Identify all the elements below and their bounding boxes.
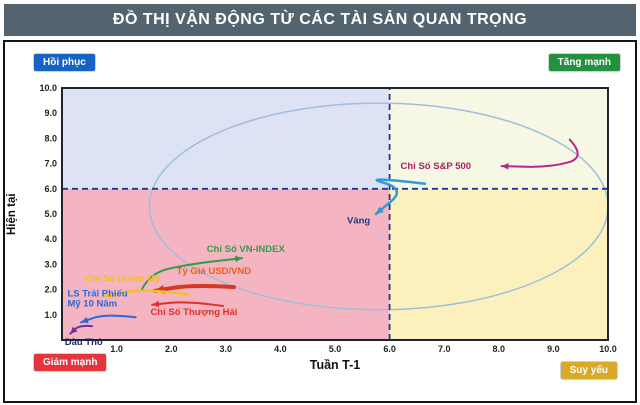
series-arrow-sp500 bbox=[501, 162, 509, 170]
x-tick-label: 4.0 bbox=[274, 344, 287, 354]
plot-border bbox=[61, 87, 609, 341]
series-label-usdvnd: Tỷ Giá USD/VND bbox=[177, 266, 252, 277]
y-tick-label: 5.0 bbox=[44, 209, 57, 219]
x-tick-label: 3.0 bbox=[220, 344, 233, 354]
series-arrow-usd-index bbox=[105, 291, 114, 299]
series-label-vnindex: Chỉ Số VN-INDEX bbox=[207, 244, 286, 255]
x-tick-label: 8.0 bbox=[493, 344, 506, 354]
quadrant-badge-weakening: Suy yếu bbox=[560, 362, 617, 379]
y-tick-label: 3.0 bbox=[44, 259, 57, 269]
series-label-crude-oil: Dầu Thô bbox=[65, 337, 103, 348]
series-label-sp500: Chỉ Số S&P 500 bbox=[401, 161, 472, 172]
series-path-usdvnd bbox=[152, 283, 236, 293]
series-path-vnindex bbox=[140, 257, 244, 292]
x-tick-label: 10.0 bbox=[599, 344, 617, 354]
x-tick-label: 1.0 bbox=[110, 344, 123, 354]
y-tick-label: 6.0 bbox=[44, 184, 57, 194]
y-tick-label: 9.0 bbox=[44, 108, 57, 118]
quadrant-top-left bbox=[62, 88, 390, 189]
x-tick-label: 9.0 bbox=[547, 344, 560, 354]
y-tick-label: 1.0 bbox=[44, 310, 57, 320]
series-arrow-us10y bbox=[81, 316, 89, 324]
quadrant-bottom-right bbox=[389, 188, 608, 340]
title-bar: ĐỒ THỊ VẬN ĐỘNG TỪ CÁC TÀI SẢN QUAN TRỌN… bbox=[4, 4, 636, 36]
series-path-us10y bbox=[80, 314, 137, 324]
quadrant-badge-strong-down: Giảm mạnh bbox=[34, 354, 107, 371]
series-path-gold bbox=[374, 178, 427, 216]
y-tick-label: 2.0 bbox=[44, 285, 57, 295]
y-tick-label: 4.0 bbox=[44, 234, 57, 244]
y-tick-label: 10.0 bbox=[39, 83, 57, 93]
series-label-us10y: LS Trái Phiếu Mỹ 10 Năm bbox=[67, 289, 127, 310]
series-path-sp500 bbox=[500, 138, 579, 168]
y-axis-title: Hiện tại bbox=[6, 193, 18, 235]
page-title: ĐỒ THỊ VẬN ĐỘNG TỪ CÁC TÀI SẢN QUAN TRỌN… bbox=[112, 11, 528, 28]
series-arrow-gold bbox=[375, 206, 384, 214]
x-tick-label: 6.0 bbox=[383, 344, 396, 354]
series-label-shanghai: Chỉ Số Thượng Hải bbox=[150, 307, 237, 318]
x-axis-title: Tuần T-1 bbox=[309, 358, 361, 372]
series-path-shanghai bbox=[151, 301, 225, 307]
quadrant-badge-strong-up: Tăng mạnh bbox=[548, 54, 620, 71]
series-arrow-vnindex bbox=[235, 255, 243, 263]
quadrant-top-right bbox=[389, 88, 608, 189]
y-tick-label: 7.0 bbox=[44, 159, 57, 169]
series-label-gold: Vàng bbox=[347, 216, 370, 227]
series-path-usd-index bbox=[104, 289, 189, 298]
y-tick-label: 8.0 bbox=[44, 133, 57, 143]
series-label-usd-index: Chỉ Số Dollar Mỹ bbox=[85, 274, 161, 285]
quadrant-badge-recovery: Hồi phục bbox=[34, 54, 95, 71]
series-arrow-crude-oil bbox=[70, 326, 78, 334]
x-tick-label: 7.0 bbox=[438, 344, 451, 354]
x-tick-label: 2.0 bbox=[165, 344, 178, 354]
x-tick-label: 5.0 bbox=[329, 344, 342, 354]
series-arrow-shanghai bbox=[152, 300, 160, 308]
